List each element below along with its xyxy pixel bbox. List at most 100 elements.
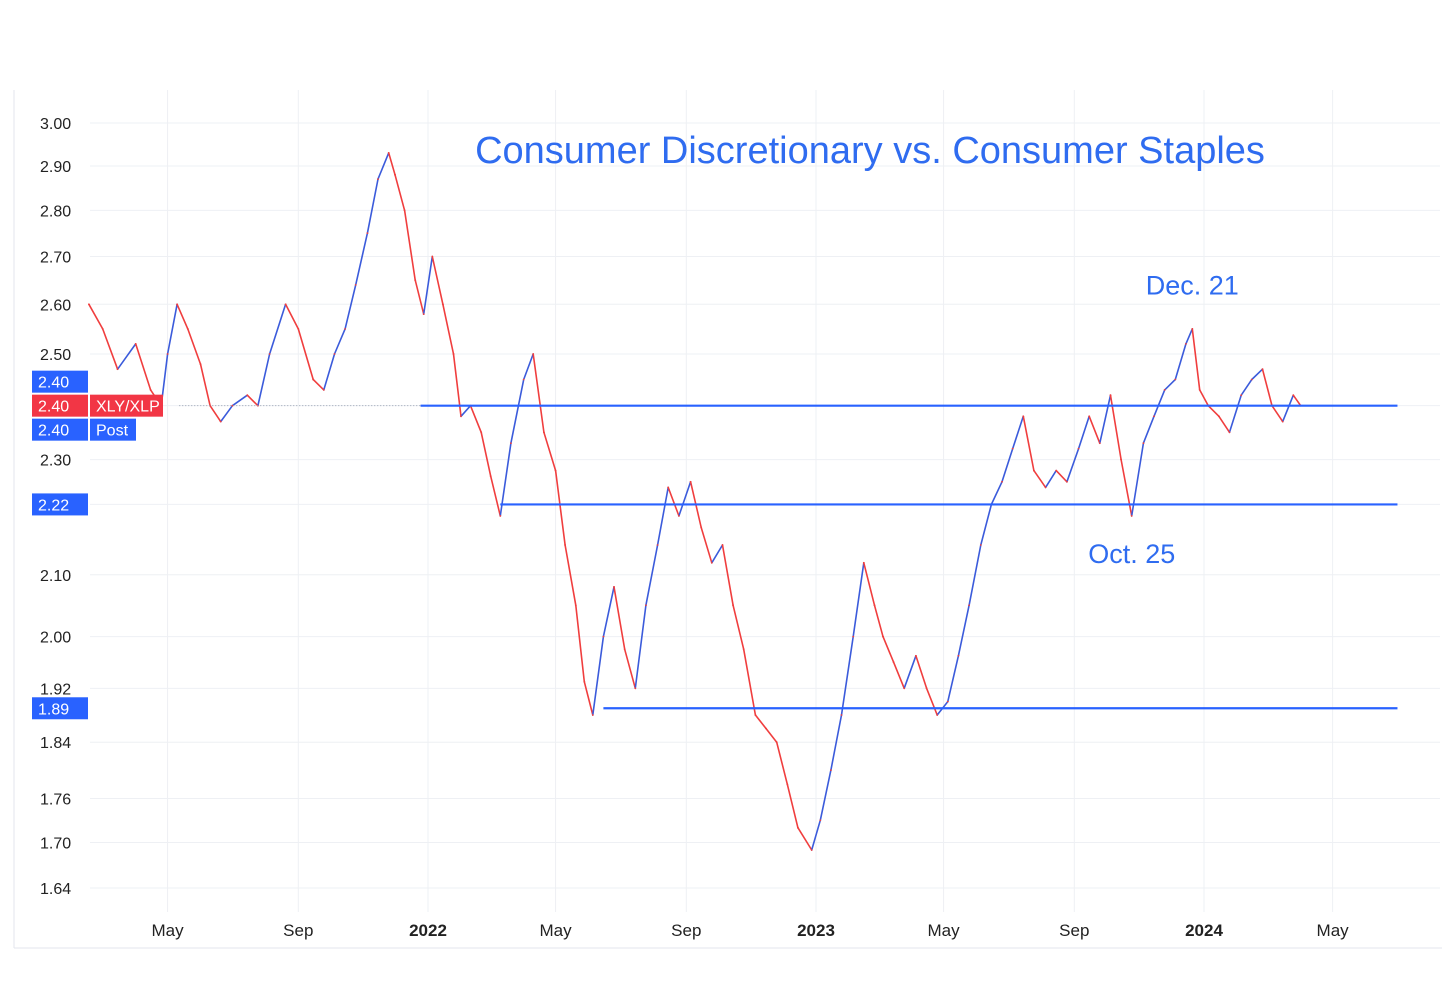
series-point: [1185, 343, 1187, 345]
x-tick-label: 2023: [797, 921, 835, 940]
series-segment: [645, 544, 659, 607]
series-point: [1163, 389, 1166, 391]
series-segment: [480, 431, 492, 478]
series-segment: [852, 561, 865, 638]
series-point: [786, 783, 789, 786]
series-point: [1130, 515, 1133, 517]
series-segment: [979, 503, 993, 546]
series-segment: [460, 404, 472, 418]
series-point: [312, 378, 315, 381]
series-segment: [634, 604, 647, 690]
series-point: [564, 544, 566, 546]
series-segment: [176, 303, 189, 330]
series-point: [1228, 431, 1231, 434]
series-point: [199, 363, 202, 365]
series-point: [840, 714, 843, 716]
y-tick-label: 1.84: [40, 735, 71, 752]
series-segment: [366, 178, 379, 234]
series-point: [246, 394, 249, 397]
series-segment: [219, 404, 234, 423]
series-point: [700, 526, 703, 529]
series-segment: [377, 152, 390, 180]
series-point: [1120, 458, 1122, 461]
series-segment: [591, 635, 605, 716]
series-point: [689, 480, 692, 483]
series-point: [721, 544, 724, 546]
series-segment: [166, 303, 178, 355]
price-badge: 1.89: [32, 697, 88, 720]
series-segment: [431, 255, 444, 306]
series-point: [403, 209, 406, 212]
series-point: [1292, 394, 1295, 397]
series-segment: [1033, 469, 1047, 489]
series-segment: [1022, 415, 1035, 472]
series-point: [166, 353, 169, 355]
series-point: [852, 635, 855, 638]
series-point: [742, 648, 745, 651]
series-segment: [414, 279, 425, 315]
series-point: [602, 635, 605, 638]
series-segment: [199, 363, 211, 407]
series-segment: [246, 394, 259, 407]
y-tick-label: 2.80: [40, 203, 71, 220]
series-point: [387, 152, 390, 154]
series-point: [186, 328, 189, 330]
price-badge: 2.40 XLY/XLP: [32, 394, 163, 417]
series-segment: [1066, 447, 1080, 483]
series-point: [645, 604, 647, 607]
series-point: [810, 849, 813, 851]
x-tick-label: May: [539, 921, 572, 940]
series-segment: [564, 544, 577, 607]
price-badge-label: Post: [96, 423, 129, 440]
series-segment: [990, 480, 1003, 506]
series-point: [414, 279, 417, 281]
x-tick-label: Sep: [1059, 921, 1089, 940]
series-segment: [322, 353, 336, 391]
series-segment: [1191, 328, 1201, 391]
series-point: [394, 173, 396, 176]
series-point: [510, 442, 512, 445]
series-segment: [810, 819, 822, 851]
series-point: [442, 303, 444, 306]
series-point: [499, 515, 502, 517]
price-badge-value: 2.40: [38, 423, 69, 440]
series-segment: [1251, 368, 1264, 381]
series-point: [460, 415, 462, 418]
series-segment: [892, 661, 906, 690]
series-point: [765, 727, 767, 730]
series-segment: [268, 303, 287, 355]
series-point: [873, 604, 876, 607]
series-segment: [1055, 469, 1068, 483]
series-point: [354, 284, 357, 286]
series-segment: [1077, 415, 1090, 450]
series-point: [322, 389, 325, 391]
series-segment: [209, 404, 222, 423]
annotation-label: Oct. 25: [1088, 539, 1175, 569]
series-point: [116, 368, 119, 371]
series-segment: [510, 378, 525, 445]
series-point: [1250, 378, 1253, 381]
series-segment: [554, 469, 566, 546]
series-point: [377, 178, 379, 181]
series-point: [1261, 368, 1264, 371]
series-segment: [721, 544, 734, 607]
series-segment: [623, 648, 637, 690]
series-point: [88, 303, 90, 306]
annotations: Dec. 21 Oct. 25: [1088, 271, 1239, 569]
y-tick-label: 2.30: [40, 453, 71, 470]
series-segment: [1153, 389, 1166, 418]
series-segment: [862, 561, 876, 607]
price-badge-value: 2.22: [38, 497, 69, 514]
y-tick-label: 1.76: [40, 792, 71, 809]
price-badge-label-bg: [90, 418, 136, 441]
x-tick-label: May: [927, 921, 960, 940]
series-point: [1001, 480, 1003, 483]
support-layer: [179, 404, 1398, 710]
series-segment: [442, 303, 455, 355]
series-segment: [1271, 404, 1284, 423]
series-point: [574, 604, 577, 607]
series-segment: [1088, 415, 1101, 445]
series-point: [554, 469, 557, 472]
series-segment: [840, 635, 855, 716]
